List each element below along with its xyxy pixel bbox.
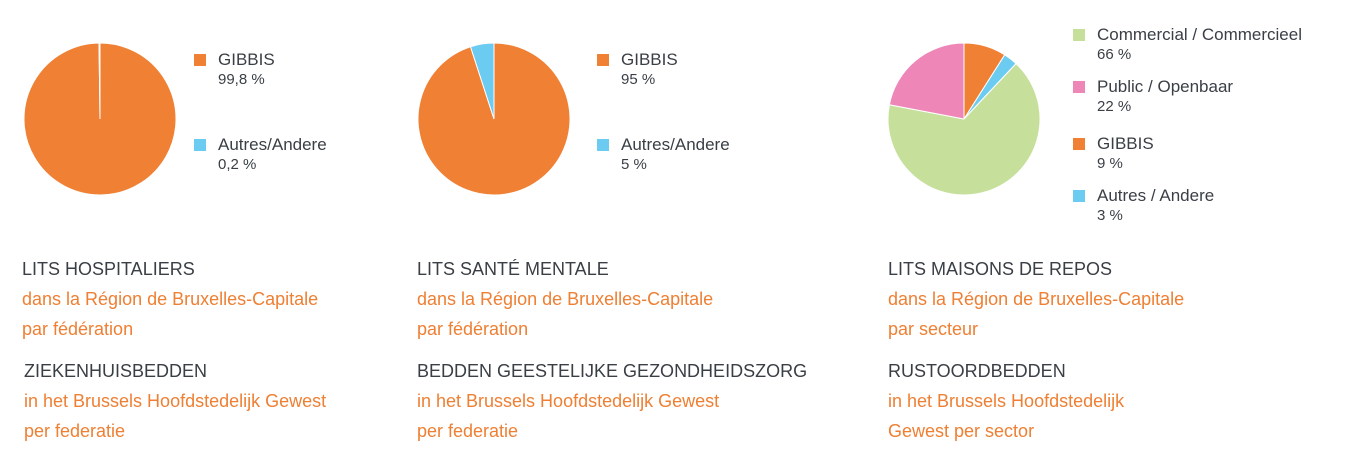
pie-slice-autres-andere <box>98 42 101 120</box>
legend-label: GIBBIS <box>218 50 275 69</box>
legend-label: Autres/Andere <box>621 135 730 154</box>
chart-panel-hospital-beds: GIBBIS 99,8 % Autres/Andere 0,2 % LITS H… <box>0 0 420 469</box>
legend-value: 95 % <box>621 71 656 88</box>
chart-subtitle-fr-2: par secteur <box>888 319 979 339</box>
legend-swatch-gibbis <box>1073 138 1085 150</box>
legend-swatch-autres <box>1073 190 1085 202</box>
pie-slice-public-openbaar <box>888 42 965 120</box>
chart-subtitle-nl-1: in het Brussels Hoofdstedelijk Gewest <box>417 391 720 411</box>
chart-subtitle-nl-2: per federatie <box>24 421 126 441</box>
legend-value: 22 % <box>1097 98 1132 115</box>
legend-label: GIBBIS <box>1097 134 1154 153</box>
chart-subtitle-nl-1: in het Brussels Hoofdstedelijk Gewest <box>24 391 327 411</box>
pie-slice-autres-andere <box>469 42 495 120</box>
legend-swatch-gibbis <box>597 54 609 66</box>
chart-subtitle-nl-1: in het Brussels Hoofdstedelijk <box>888 391 1125 411</box>
chart-subtitle-fr-2: par fédération <box>417 319 529 339</box>
legend-value: 5 % <box>621 156 647 173</box>
chart-subtitle-fr-1: dans la Région de Bruxelles-Capitale <box>888 289 1185 309</box>
legend-label: Autres / Andere <box>1097 186 1215 205</box>
chart-panel-mental-health-beds: GIBBIS 95 % Autres/Andere 5 % LITS SANTÉ… <box>417 42 808 441</box>
chart-title-fr: LITS HOSPITALIERS <box>22 259 195 279</box>
chart-subtitle-fr-1: dans la Région de Bruxelles-Capitale <box>417 289 714 309</box>
legend-swatch-gibbis <box>194 54 206 66</box>
legend-swatch-autres <box>597 139 609 151</box>
chart-subtitle-nl-2: per federatie <box>417 421 519 441</box>
chart-title-nl: BEDDEN GEESTELIJKE GEZONDHEIDSZORG <box>417 361 808 381</box>
chart-subtitle-nl-2: Gewest per sector <box>888 421 1035 441</box>
legend-swatch-public <box>1073 81 1085 93</box>
legend-label: Commercial / Commercieel <box>1097 25 1302 44</box>
legend-value: 3 % <box>1097 207 1123 224</box>
chart-subtitle-fr-2: par fédération <box>22 319 134 339</box>
legend-value: 66 % <box>1097 46 1132 63</box>
legend-value: 0,2 % <box>218 156 257 173</box>
legend-value: 99,8 % <box>218 71 265 88</box>
pie-chart-hospital-beds <box>23 42 177 196</box>
pie-chart-mental-health-beds <box>417 42 571 196</box>
chart-title-nl: RUSTOORDBEDDEN <box>888 361 1066 381</box>
legend-swatch-commercial <box>1073 29 1085 41</box>
chart-title-fr: LITS MAISONS DE REPOS <box>888 259 1113 279</box>
legend-label: Public / Openbaar <box>1097 77 1234 96</box>
chart-title-nl: ZIEKENHUISBEDDEN <box>24 361 208 381</box>
chart-title-fr: LITS SANTÉ MENTALE <box>417 259 609 279</box>
pie-slice-commercial-commercieel <box>887 62 1041 196</box>
pie-chart-nursing-home-beds <box>887 42 1041 196</box>
legend-label: GIBBIS <box>621 50 678 69</box>
chart-subtitle-fr-1: dans la Région de Bruxelles-Capitale <box>22 289 319 309</box>
legend-swatch-autres <box>194 139 206 151</box>
legend-label: Autres/Andere <box>218 135 327 154</box>
legend-value: 9 % <box>1097 155 1123 172</box>
